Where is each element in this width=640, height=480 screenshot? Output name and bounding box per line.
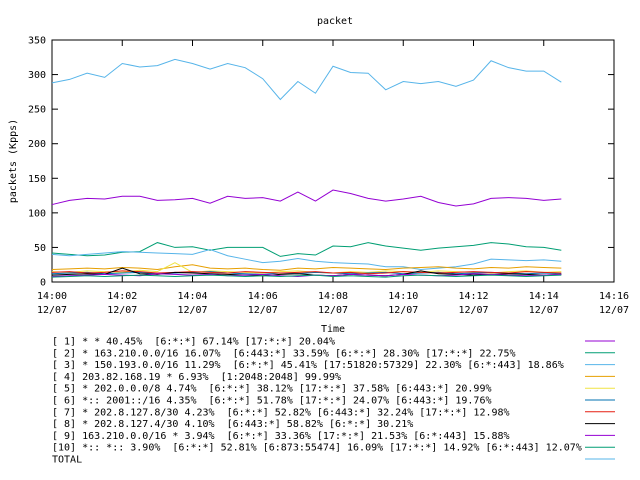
legend-label: [ 3] * 150.193.0.0/16 11.29% [6:*:*] 45.… (52, 360, 564, 371)
x-tick-label: 14:02 (107, 291, 137, 302)
chart-title: packet (317, 16, 353, 27)
y-axis-label: packets (Kpps) (8, 119, 19, 203)
x-tick-label: 14:06 (248, 291, 278, 302)
x-axis-label: Time (321, 324, 345, 335)
y-tick-label: 0 (40, 278, 46, 289)
series-line (51, 270, 562, 275)
series-line (51, 58, 562, 101)
legend-label: [10] *:: *:: 3.90% [6:*:*] 52.81% [6:873… (52, 443, 582, 454)
y-tick-label: 50 (34, 243, 46, 254)
series-line (51, 248, 562, 271)
legend-label: [ 7] * 202.8.127.8/30 4.23% [6:*:*] 52.8… (52, 407, 510, 418)
x-tick-sublabel: 12/07 (599, 305, 629, 316)
series-line (51, 242, 562, 257)
x-tick-sublabel: 12/07 (177, 305, 207, 316)
x-tick-label: 14:16 (599, 291, 629, 302)
x-tick-sublabel: 12/07 (107, 305, 137, 316)
x-tick-label: 14:00 (37, 291, 67, 302)
legend-label: [ 1] * * 40.45% [6:*:*] 67.14% [17:*:*] … (52, 337, 335, 348)
y-tick-label: 200 (28, 139, 46, 150)
x-tick-label: 14:14 (529, 291, 559, 302)
series-line (51, 274, 562, 278)
legend-label: [ 6] *:: 2001::/16 4.35% [6:*:*] 51.78% … (52, 396, 492, 407)
y-tick-label: 350 (28, 36, 46, 47)
series-line (51, 264, 562, 271)
x-tick-label: 14:04 (177, 291, 207, 302)
x-tick-sublabel: 12/07 (458, 305, 488, 316)
x-tick-sublabel: 12/07 (388, 305, 418, 316)
y-tick-label: 150 (28, 174, 46, 185)
x-tick-label: 14:12 (458, 291, 488, 302)
legend-label: [ 4] 203.82.168.19 * 6.93% [1:2048:2048]… (52, 372, 341, 383)
legend-label: [ 9] 163.210.0.0/16 * 3.94% [6:*:*] 33.3… (52, 431, 510, 442)
x-tick-sublabel: 12/07 (248, 305, 278, 316)
y-tick-label: 100 (28, 208, 46, 219)
legend-label: [ 8] * 202.8.127.4/30 4.10% [6:443:*] 58… (52, 419, 413, 430)
x-tick-sublabel: 12/07 (37, 305, 67, 316)
series-line (51, 267, 562, 277)
legend-label: [ 5] * 202.0.0.0/8 4.74% [6:*:*] 38.12% … (52, 384, 492, 395)
y-tick-label: 300 (28, 70, 46, 81)
series-line (51, 189, 562, 207)
x-tick-sublabel: 12/07 (529, 305, 559, 316)
legend-label: [ 2] * 163.210.0.0/16 16.07% [6:443:*] 3… (52, 348, 516, 359)
legend-label: TOTAL (52, 455, 82, 466)
x-tick-sublabel: 12/07 (318, 305, 348, 316)
x-tick-label: 14:08 (318, 291, 348, 302)
x-tick-label: 14:10 (388, 291, 418, 302)
y-tick-label: 250 (28, 105, 46, 116)
